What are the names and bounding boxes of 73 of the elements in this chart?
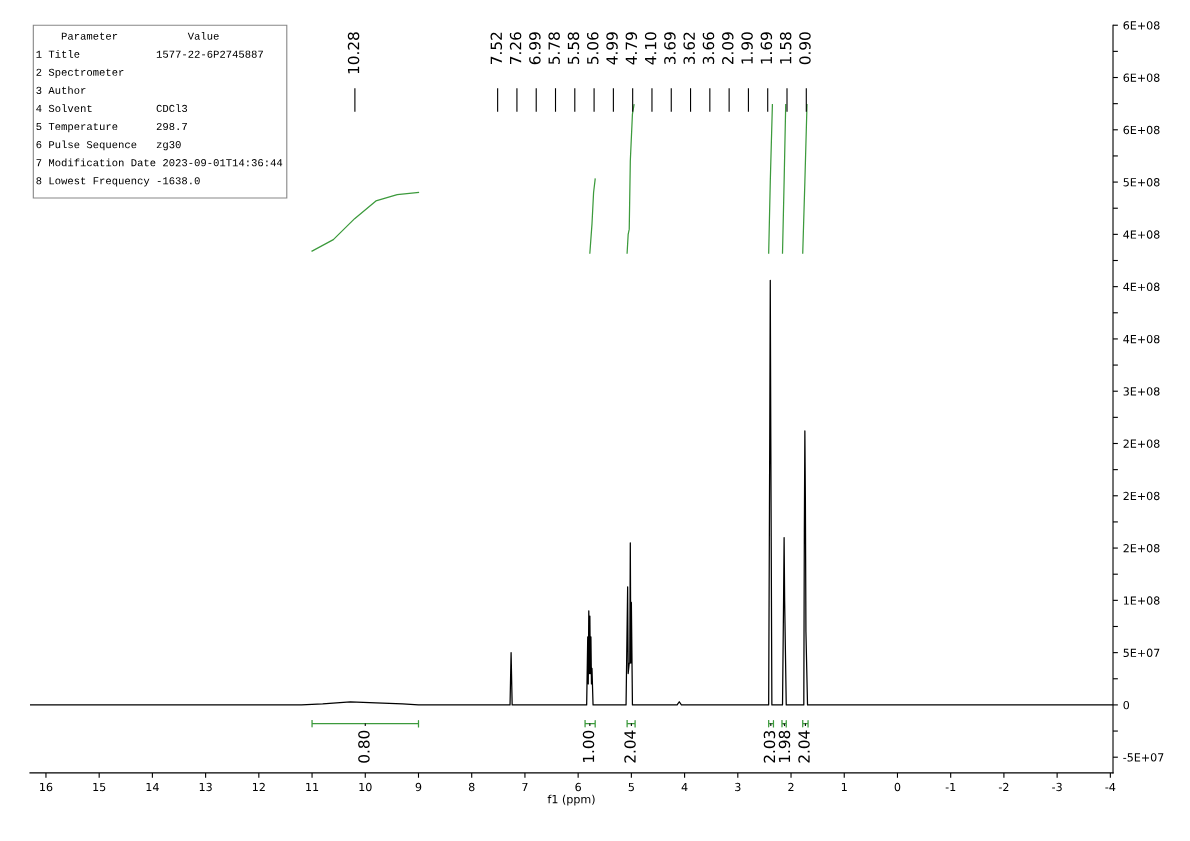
y-tick-label: 2E+08 [1123,439,1160,448]
annotation: 1.58 [779,32,792,64]
x-tick-label: -3 [1052,782,1062,792]
y-tick-label: 6E+08 [1123,125,1160,135]
annotation: 7 Modification Date 2023-09-01T14:36:44 [36,158,283,167]
annotation: 2 Spectrometer [36,68,124,78]
y-tick-label: -5E+07 [1123,753,1164,762]
y-tick-label: 1E+08 [1123,596,1160,605]
annotation: 7.26 [509,32,522,64]
annotation: 4.99 [606,32,618,65]
x-tick-label: 11 [306,782,319,792]
annotation: 0.90 [799,32,811,65]
y-tick-label: 4E+08 [1123,334,1160,344]
annotation: 7.52 [490,32,503,64]
annotation: 6.99 [529,32,541,65]
annotation: 3.62 [683,32,695,65]
annotation: 2.09 [722,32,734,65]
annotation: 3.69 [664,32,676,65]
y-tick-label: 6E+08 [1123,21,1160,30]
annotation: 4.79 [625,32,638,65]
annotation: 5 Temperature 298.7 [36,122,187,133]
annotation: 1.69 [760,32,773,64]
y-tick-label: 3E+08 [1123,387,1160,396]
x-tick-label: 2 [788,782,794,792]
annotation: 6 Pulse Sequence zg30 [36,140,181,151]
x-tick-label: 6 [575,782,581,792]
annotation: 5.58 [567,32,580,65]
x-tick-label: 3 [735,782,741,792]
x-tick-label: 12 [252,782,265,792]
annotation: 1 Title 1577-22-6P2745887 [36,50,263,58]
annotation: 4.10 [644,32,657,65]
x-tick-label: 8 [468,782,475,792]
x-tick-label: 16 [40,782,53,792]
annotation: 1.98 [778,730,791,763]
x-tick-label: 1 [841,782,847,792]
line-series [589,178,596,254]
annotation: 2.03 [763,730,776,763]
line-series [311,191,420,252]
y-tick-label: 5E+08 [1123,178,1160,187]
annotation: 2.04 [624,730,636,763]
line-series [626,104,635,254]
y-tick-label: 2E+08 [1123,544,1160,553]
x-tick-label: 0 [894,782,901,792]
x-tick-label: 15 [93,782,106,792]
y-tick-label: 2E+08 [1123,491,1160,501]
annotation: 1.90 [741,32,753,64]
y-tick-label: 6E+08 [1123,73,1160,82]
annotation: 3.66 [702,32,715,65]
annotation: 1.00 [582,730,595,763]
x-tick-label: 4 [681,782,688,792]
annotation: 5.78 [548,32,560,65]
annotation: 0.80 [358,730,370,763]
y-tick-label: 0 [1123,700,1130,710]
annotation: 2.04 [798,730,810,763]
x-axis-title: f1 (ppm) [547,794,595,806]
x-tick-label: -1 [945,782,956,792]
annotation: Parameter Value [61,31,219,40]
annotation: 4 Solvent CDCl3 [36,104,188,113]
y-tick-label: 5E+07 [1123,648,1160,658]
x-tick-label: 9 [415,782,422,792]
annotation: 3 Author [36,86,86,94]
annotation: 5.06 [586,32,599,65]
x-tick-label: 5 [628,782,634,792]
x-tick-label: 7 [522,782,528,792]
annotation: 10.28 [347,32,360,74]
annotation: 8 Lowest Frequency -1638.0 [36,177,200,187]
x-tick-label: -2 [998,782,1009,792]
y-tick-label: 4E+08 [1123,230,1160,239]
x-tick-label: -4 [1105,782,1116,792]
x-tick-label: 10 [359,782,372,792]
x-tick-label: 13 [199,782,212,792]
x-tick-label: 14 [146,782,159,792]
y-tick-label: 4E+08 [1123,282,1160,292]
